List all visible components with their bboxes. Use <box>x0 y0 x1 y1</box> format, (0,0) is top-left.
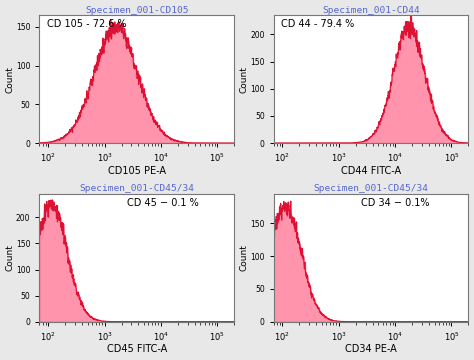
Text: CD 105 - 72.6 %: CD 105 - 72.6 % <box>47 19 127 29</box>
X-axis label: CD45 FITC-A: CD45 FITC-A <box>107 345 167 355</box>
Text: CD 45 − 0.1 %: CD 45 − 0.1 % <box>127 198 199 208</box>
Title: Specimen_001-CD45/34: Specimen_001-CD45/34 <box>79 184 194 193</box>
Text: CD 44 - 79.4 %: CD 44 - 79.4 % <box>282 19 355 29</box>
Y-axis label: Count: Count <box>6 66 15 93</box>
Y-axis label: Count: Count <box>240 66 249 93</box>
X-axis label: CD105 PE-A: CD105 PE-A <box>108 166 166 176</box>
Title: Specimen_001-CD45/34: Specimen_001-CD45/34 <box>314 184 428 193</box>
Title: Specimen_001-CD105: Specimen_001-CD105 <box>85 5 189 14</box>
Title: Specimen_001-CD44: Specimen_001-CD44 <box>322 5 420 14</box>
X-axis label: CD44 FITC-A: CD44 FITC-A <box>341 166 401 176</box>
X-axis label: CD34 PE-A: CD34 PE-A <box>345 345 397 355</box>
Text: CD 34 − 0.1%: CD 34 − 0.1% <box>361 198 430 208</box>
Y-axis label: Count: Count <box>240 244 249 271</box>
Y-axis label: Count: Count <box>6 244 15 271</box>
